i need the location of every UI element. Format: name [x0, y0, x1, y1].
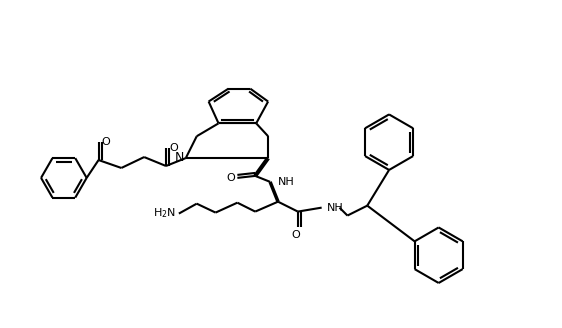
Text: H$_2$N: H$_2$N: [153, 207, 176, 220]
Text: O: O: [170, 143, 178, 153]
Text: O: O: [101, 137, 110, 147]
Text: NH: NH: [278, 177, 295, 187]
Text: O: O: [292, 230, 300, 240]
Text: O: O: [226, 173, 235, 183]
Text: NH: NH: [327, 203, 343, 213]
Text: N: N: [174, 151, 184, 164]
